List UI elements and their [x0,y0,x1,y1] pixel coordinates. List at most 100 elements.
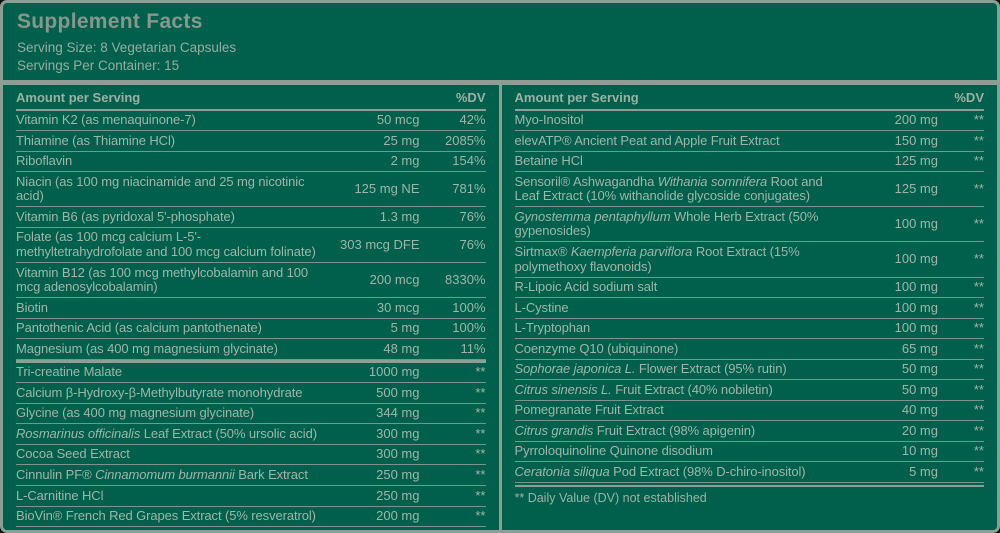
ingredient-name: Tri-creatine Malate [16,364,122,380]
amount-per-serving-label: Amount per Serving [16,89,141,105]
ingredient-dv: 2085% [445,132,486,148]
ingredient-name: Vitamin B6 (as pyridoxal 5'-phosphate) [16,208,235,224]
ingredient-row: BioVin® French Red Grapes Extract (5% re… [16,507,486,528]
ingredient-amount: 200 mcg [369,271,420,287]
ingredient-name: Folate (as 100 mcg calcium L-5'-methylte… [16,229,316,259]
ingredient-row: Rosmarinus officinalis Leaf Extract (50%… [16,424,486,445]
ingredient-name: BioVin® French Red Grapes Extract (5% re… [16,508,316,524]
ingredient-dv: 100% [452,320,486,336]
ingredient-row: L-Cystine 100 mg ** [514,298,984,319]
ingredient-amount: 200 mg [894,112,938,128]
ingredient-row: Pomegranate Fruit Extract 40 mg ** [514,401,984,422]
ingredient-dv: 100% [452,299,486,315]
ingredient-dv: ** [973,153,984,169]
ingredient-dv: 42% [459,112,486,128]
ingredient-name: Coenzyme Q10 (ubiquinone) [514,340,679,356]
ingredient-row: Sophorae japonica L. Flower Extract (95%… [514,360,984,381]
ingredient-dv: ** [973,299,984,315]
serving-size-text: Serving Size: 8 Vegetarian Capsules [17,40,237,55]
ingredient-dv: 76% [459,208,486,224]
ingredient-dv: ** [973,132,984,148]
right-column-header: Amount per Serving %DV [514,85,984,111]
ingredient-name: Citrus grandis Fruit Extract (98% apigen… [514,422,756,438]
ingredient-name: Sirtmax® Kaempferia parviflora Root Extr… [514,243,800,274]
ingredient-name: elevATP® Ancient Peat and Apple Fruit Ex… [514,132,780,148]
ingredient-amount: 200 mg [376,508,420,524]
ingredient-dv: ** [973,443,984,459]
ingredient-dv: ** [475,508,486,524]
ingredient-row: Biotin 30 mcg 100% [16,298,486,319]
ingredient-amount: 50 mg [901,361,938,377]
ingredient-name: Vitamin K2 (as menaquinone-7) [16,112,196,128]
ingredient-dv: 781% [452,181,486,197]
ingredient-name: Pyrroloquinoline Quinone disodium [514,443,713,459]
ingredient-amount: 125 mg [894,153,938,169]
ingredient-name: Rosmarinus officinalis Leaf Extract (50%… [16,425,317,441]
ingredient-name: Cinnulin PF® Cinnamomum burmannii Bark E… [16,466,308,482]
ingredient-amount: 1.3 mg [379,208,420,224]
ingredient-dv: ** [475,487,486,503]
ingredient-row: Coenzyme Q10 (ubiquinone) 65 mg ** [514,339,984,360]
header-divider-rule [3,79,997,85]
ingredient-dv: ** [973,112,984,128]
ingredient-row: Sensoril® Ashwagandha Withania somnifera… [514,172,984,208]
ingredient-dv: 154% [452,153,486,169]
ingredient-dv: ** [973,340,984,356]
ingredient-name: L-Cystine [514,299,569,315]
ingredient-amount: 125 mg NE [354,181,420,197]
ingredient-row: Sirtmax® Kaempferia parviflora Root Extr… [514,242,984,278]
ingredient-amount: 10 mg [901,443,938,459]
ingredient-amount: 50 mg [901,381,938,397]
ingredient-row: Myo-Inositol 200 mg ** [514,111,984,132]
ingredient-section: Vitamin K2 (as menaquinone-7) 50 mcg 42% Th… [16,111,486,360]
ingredient-dv: ** [973,381,984,397]
ingredient-amount: 303 mcg DFE [340,236,420,252]
ingredient-amount: 344 mg [376,405,420,421]
ingredient-amount: 40 mg [901,402,938,418]
ingredient-amount: 150 mg [894,132,938,148]
ingredient-amount: 250 mg [376,466,420,482]
ingredient-name: Thiamine (as Thiamine HCl) [16,132,175,148]
ingredient-row: Cinnulin PF® Cinnamomum burmannii Bark E… [16,465,486,487]
ingredient-amount: 65 mg [901,340,938,356]
ingredient-amount: 5 mg [390,320,420,336]
ingredient-row: Vitamin B12 (as 100 mcg methylcobalamin … [16,263,486,299]
ingredient-amount: 300 mg [376,425,420,441]
ingredient-row: Riboflavin 2 mg 154% [16,152,486,173]
panel-header: Supplement Facts Serving Size: 8 Vegetar… [3,3,997,80]
ingredient-row: Vitamin K2 (as menaquinone-7) 50 mcg 42% [16,111,486,132]
ingredient-amount: 100 mg [894,251,938,267]
ingredient-dv: ** [475,384,486,400]
dv-header-label: %DV [954,89,984,105]
ingredient-dv: ** [973,320,984,336]
ingredient-amount: 125 mg [894,181,938,197]
ingredient-row: Thiamine (as Thiamine HCl) 25 mg 2085% [16,131,486,152]
ingredient-name: Vitamin B12 (as 100 mcg methylcobalamin … [16,264,309,295]
ingredient-row: Pyrroloquinoline Quinone disodium 10 mg ** [514,442,984,463]
ingredient-name: Sensoril® Ashwagandha Withania somnifera… [514,173,823,204]
ingredient-amount: 100 mg [894,299,938,315]
ingredient-dv: ** [475,425,486,441]
ingredient-name: L-Carnitine HCl [16,487,104,503]
ingredient-section: Tri-creatine Malate 1000 mg ** Calcium β-Hy… [16,359,486,528]
ingredient-dv: 76% [459,236,486,252]
ingredient-row: Ceratonia siliqua Pod Extract (98% D-chi… [514,462,984,484]
ingredient-dv: ** [973,422,984,438]
ingredient-amount: 100 mg [894,320,938,336]
right-column-rows: Myo-Inositol 200 mg ** elevATP® Ancient Pea… [514,111,984,484]
ingredient-row: Gynostemma pentaphyllum Whole Herb Extra… [514,207,984,243]
ingredient-name: Betaine HCl [514,153,583,169]
ingredient-row: Niacin (as 100 mg niacinamide and 25 mg … [16,172,486,208]
ingredient-dv: ** [973,279,984,295]
ingredient-amount: 250 mg [376,487,420,503]
ingredient-name: Sophorae japonica L. Flower Extract (95%… [514,361,787,377]
ingredient-amount: 500 mg [376,384,420,400]
ingredient-dv: ** [973,216,984,232]
column-divider-rule [498,84,502,530]
ingredient-dv: ** [973,361,984,377]
ingredient-name: Magnesium (as 400 mg magnesium glycinate… [16,340,278,356]
daily-value-footnote: ** Daily Value (DV) not established [514,485,984,508]
ingredient-row: elevATP® Ancient Peat and Apple Fruit Ex… [514,131,984,152]
ingredient-name: Citrus sinensis L. Fruit Extract (40% no… [514,381,773,397]
